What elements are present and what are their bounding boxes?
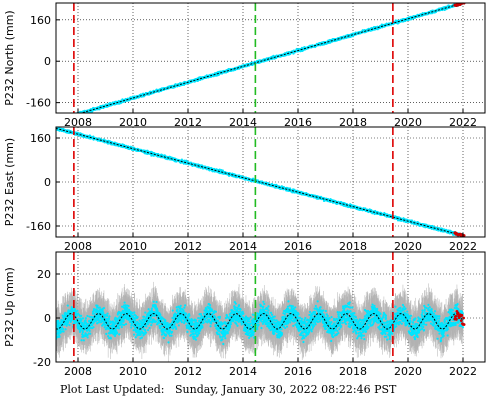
- data-point: [60, 118, 62, 120]
- data-point: [56, 118, 58, 120]
- data-point: [59, 118, 61, 120]
- x-tick-label: 2018: [339, 116, 367, 129]
- data-point: [60, 116, 62, 118]
- data-point: [60, 117, 62, 119]
- x-tick-label: 2010: [119, 116, 147, 129]
- y-tick-label: 160: [30, 14, 51, 27]
- data-point: [61, 117, 63, 119]
- data-point: [57, 119, 59, 121]
- model-line: [79, 3, 464, 113]
- data-point: [57, 119, 59, 121]
- data-point: [60, 118, 62, 120]
- data-point: [61, 118, 63, 120]
- x-tick-label: 2022: [449, 116, 477, 129]
- data-point: [59, 118, 61, 120]
- data-point: [58, 119, 60, 121]
- data-point: [60, 119, 62, 121]
- data-point: [56, 119, 58, 121]
- plot-frame: [55, 2, 486, 114]
- data-point: [57, 118, 59, 120]
- data-point: [58, 118, 60, 120]
- data-layer: [56, 127, 466, 237]
- data-point: [56, 118, 58, 120]
- data-point: [55, 119, 57, 121]
- x-tick-label: 2008: [64, 116, 92, 129]
- y-tick-label: -160: [26, 97, 51, 110]
- data-point: [56, 119, 58, 121]
- data-point: [58, 118, 60, 120]
- data-point: [57, 119, 59, 121]
- x-tick-label: 2014: [229, 116, 257, 129]
- x-tick-label: 2016: [284, 116, 312, 129]
- data-point: [60, 118, 62, 120]
- data-layer: [55, 3, 466, 121]
- data-point: [59, 118, 61, 120]
- data-point: [59, 117, 61, 119]
- data-point: [55, 118, 57, 120]
- data-point: [58, 118, 60, 120]
- x-tick-label: 2012: [174, 116, 202, 129]
- data-point: [58, 118, 60, 120]
- data-point: [55, 118, 57, 120]
- x-tick-label: 2020: [394, 116, 422, 129]
- y-tick-label: 0: [44, 55, 51, 68]
- y-axis-title: P232 North (mm): [3, 10, 16, 105]
- data-point: [92, 135, 95, 138]
- data-point: [57, 119, 59, 121]
- east-component-panel: 2008 2010 2012 2014 2016 2018 2020 2022-1600160…: [3, 126, 486, 253]
- data-point: [58, 118, 60, 120]
- data-point: [57, 118, 59, 120]
- north-component-panel: 2008 2010 2012 2014 2016 2018 2020 2022 -160 0 160…: [3, 2, 486, 129]
- data-point: [56, 118, 58, 120]
- data-point: [59, 117, 61, 119]
- data-point: [59, 118, 61, 120]
- data-point: [61, 117, 63, 119]
- data-point: [56, 119, 58, 121]
- data-point: [61, 117, 63, 119]
- data-point: [55, 119, 57, 121]
